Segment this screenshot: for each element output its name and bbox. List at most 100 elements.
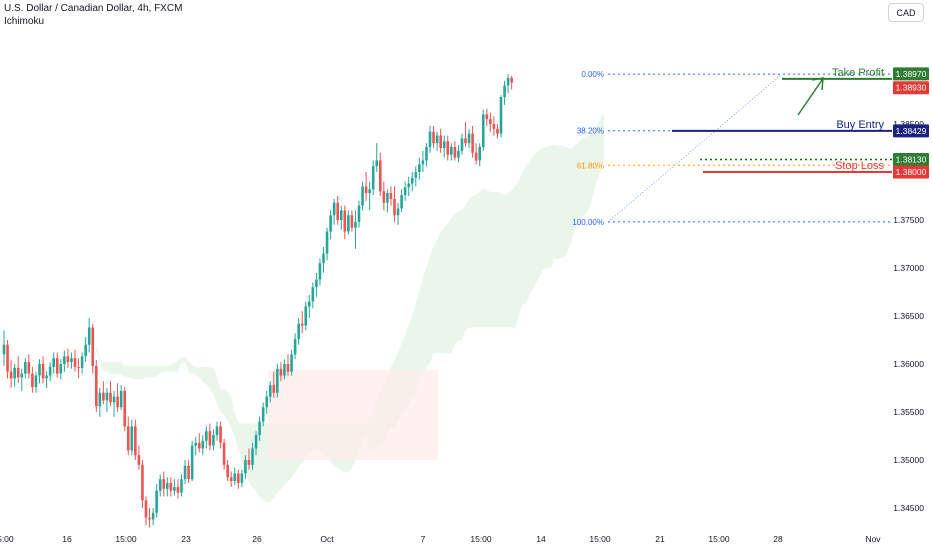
candle <box>425 143 428 167</box>
candle <box>194 436 197 456</box>
time-axis[interactable]: 15:00 16 15:00 23 26 Oct 7 15:00 14 15:00 21 15:00 2… <box>0 534 881 544</box>
candle <box>478 143 481 167</box>
last-price-tag-text: 1.38930 <box>896 83 927 93</box>
candle-body <box>453 147 457 158</box>
candle <box>428 125 432 153</box>
price-tick-label: 1.38500 <box>893 119 924 129</box>
candle <box>446 135 450 161</box>
candle-body <box>66 356 70 363</box>
candle <box>55 352 59 378</box>
candle <box>421 150 425 172</box>
candle <box>407 176 410 196</box>
candle-body <box>112 396 116 403</box>
candle <box>357 200 361 228</box>
candle-body <box>290 354 293 372</box>
candle <box>112 390 116 417</box>
candle <box>393 186 396 222</box>
time-tick-label: 21 <box>655 534 665 544</box>
fib-trend-line <box>607 73 783 223</box>
candle-body <box>311 287 315 302</box>
candle-body <box>354 221 357 228</box>
candle-body <box>237 473 240 484</box>
candle-body <box>247 460 251 465</box>
candle <box>126 416 130 456</box>
candle-body <box>386 193 389 203</box>
candle <box>474 143 478 165</box>
candle <box>84 337 87 363</box>
candle-body <box>439 135 442 148</box>
candle <box>247 448 251 470</box>
candle-body <box>457 150 460 158</box>
candle <box>325 227 329 261</box>
candle-body <box>162 479 166 489</box>
candle-body <box>215 426 219 436</box>
candle-body <box>396 208 400 216</box>
candle-body <box>77 366 80 368</box>
candle <box>240 469 244 487</box>
candle <box>119 385 123 411</box>
candle-body <box>432 131 435 144</box>
candle <box>457 145 460 163</box>
time-tick-label: 23 <box>181 534 191 544</box>
candlestick-series <box>2 74 513 528</box>
candle <box>293 333 297 360</box>
candle <box>276 364 279 398</box>
candle <box>183 460 187 484</box>
candle-body <box>258 421 261 436</box>
candle-body <box>13 367 16 379</box>
candle <box>222 438 226 470</box>
time-tick-label: 26 <box>252 534 262 544</box>
candle <box>233 467 237 485</box>
candle <box>162 471 166 497</box>
candle-body <box>155 490 158 513</box>
candle-body <box>407 183 410 188</box>
candle <box>371 160 375 196</box>
candle <box>130 419 134 456</box>
candle-body <box>442 141 446 148</box>
price-axis[interactable]: 1.34500 1.35000 1.35500 1.36000 1.36500 1.370… <box>893 67 929 513</box>
candle <box>73 349 77 372</box>
price-tick-label: 1.35000 <box>893 455 924 465</box>
candle-body <box>141 464 144 501</box>
candle-body <box>464 138 467 144</box>
candle <box>205 426 208 449</box>
candle-body <box>16 367 20 378</box>
candle <box>48 362 52 382</box>
currency-button[interactable]: CAD <box>888 3 924 22</box>
candle-body <box>87 327 91 345</box>
candle-body <box>137 455 141 465</box>
candle <box>215 421 219 441</box>
candle-body <box>485 114 489 120</box>
candle <box>361 181 364 211</box>
candle-body <box>73 358 77 367</box>
candle-body <box>126 426 130 451</box>
candle-body <box>45 375 48 379</box>
fib-label-3: 100.00% <box>572 218 604 227</box>
candle <box>91 323 95 374</box>
candle <box>300 311 304 334</box>
candle <box>9 360 13 388</box>
candle-body <box>205 431 208 441</box>
candle <box>109 381 112 407</box>
candle-body <box>371 166 375 190</box>
candle-body <box>418 164 421 172</box>
candle-body <box>95 365 98 407</box>
candle <box>95 360 98 412</box>
candle-body <box>70 358 73 363</box>
candle <box>176 479 180 499</box>
candle-body <box>478 147 481 161</box>
candle-body <box>450 147 453 155</box>
candle-body <box>176 486 180 493</box>
candle-body <box>300 323 304 326</box>
candle <box>403 181 407 201</box>
fib-label-2: 61.80% <box>577 161 604 170</box>
candle <box>375 143 379 172</box>
candle-body <box>471 133 474 153</box>
candle <box>20 368 24 391</box>
candle <box>467 128 471 148</box>
candle <box>169 477 173 497</box>
candle <box>187 460 190 484</box>
candle <box>34 371 38 393</box>
candle-body <box>506 77 510 86</box>
